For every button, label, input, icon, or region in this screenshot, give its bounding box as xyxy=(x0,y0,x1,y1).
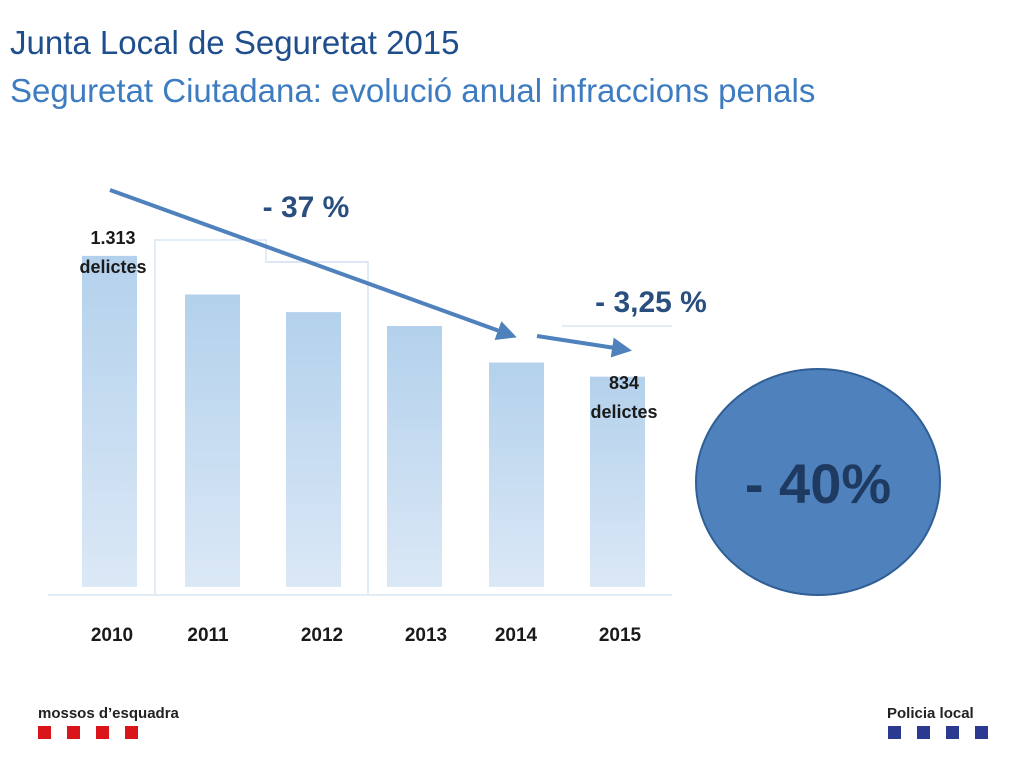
background-outline xyxy=(154,239,369,594)
last-bar-unit-label: delictes xyxy=(590,402,657,422)
logo-square xyxy=(125,726,138,739)
x-tick-label: 2011 xyxy=(187,625,229,646)
logo-square xyxy=(67,726,80,739)
policia-local-logo: Policia local xyxy=(887,705,974,722)
logo-square xyxy=(946,726,959,739)
logo-square xyxy=(917,726,930,739)
mossos-esquadra-logo: mossos d’esquadra xyxy=(38,705,179,722)
page-subtitle: Seguretat Ciutadana: evolució anual infr… xyxy=(10,72,816,109)
logo-square xyxy=(975,726,988,739)
bar-2010 xyxy=(82,255,137,588)
first-bar-value-label: 1.313 xyxy=(90,228,135,248)
x-tick-label: 2010 xyxy=(91,625,133,646)
x-tick-label: 2012 xyxy=(301,625,343,646)
total-change-circle xyxy=(695,368,941,596)
trend-arrow-2014-2015 xyxy=(536,334,632,358)
x-tick-label: 2013 xyxy=(405,625,447,646)
logo-square xyxy=(38,726,51,739)
logo-square xyxy=(96,726,109,739)
change-label-2014-2015: - 3,25 % xyxy=(595,286,707,319)
bar-2015 xyxy=(590,376,645,587)
page-title: Junta Local de Seguretat 2015 xyxy=(10,24,460,61)
bar-2011 xyxy=(185,294,240,587)
bar-2014 xyxy=(489,362,544,587)
logo-square xyxy=(888,726,901,739)
first-bar-unit-label: delictes xyxy=(79,257,146,277)
x-tick-label: 2014 xyxy=(495,625,538,646)
bar-2012 xyxy=(286,312,341,587)
trend-arrow-2010-2014 xyxy=(109,188,517,340)
x-tick-label: 2015 xyxy=(599,625,642,646)
bar-2013 xyxy=(387,326,442,587)
last-bar-value-label: 834 xyxy=(609,373,639,393)
change-label-2010-2014: - 37 % xyxy=(263,191,350,224)
mossos-logo-squares xyxy=(38,726,138,739)
policia-logo-squares xyxy=(888,726,988,739)
total-change-label: - 40% xyxy=(745,452,891,515)
